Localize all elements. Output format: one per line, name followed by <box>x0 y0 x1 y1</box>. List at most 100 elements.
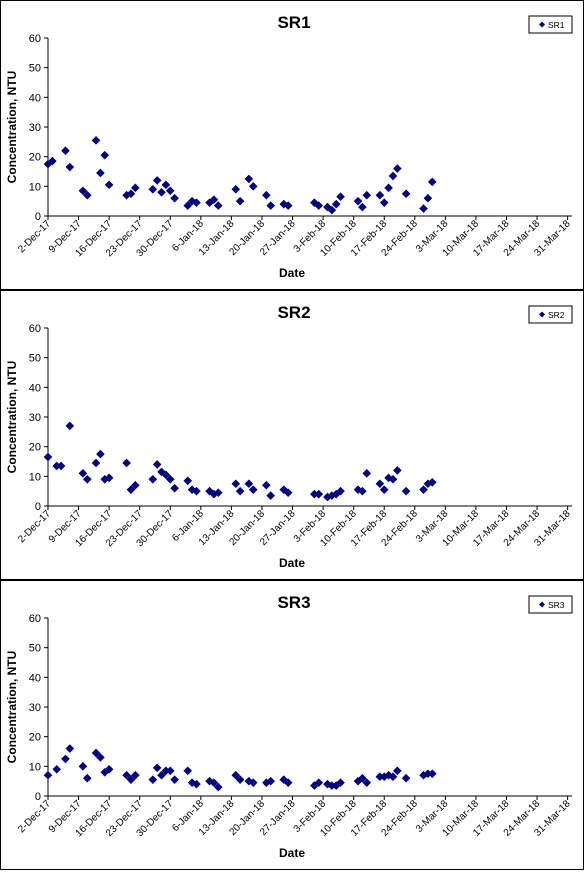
data-point <box>379 198 389 207</box>
data-point <box>209 195 219 204</box>
y-tick-label: 20 <box>29 442 41 454</box>
data-point <box>336 778 345 787</box>
data-point <box>388 474 398 484</box>
data-point <box>248 485 258 494</box>
y-axis-label: Concentration, NTU <box>5 71 19 184</box>
data-point <box>419 204 428 213</box>
data-point <box>209 778 219 787</box>
y-tick-label: 40 <box>29 672 41 684</box>
data-point <box>183 766 193 776</box>
data-point <box>231 184 241 194</box>
data-point <box>183 476 193 486</box>
chart-panel-sr1: SR1 0 10 20 30 40 50 60 2-Dec-17 9-Dec-17 16-Dec-1… <box>0 0 584 290</box>
data-point <box>152 763 162 773</box>
data-point <box>165 474 175 484</box>
data-point <box>152 460 162 469</box>
data-point <box>152 176 162 185</box>
legend-marker <box>539 311 545 318</box>
data-point <box>310 198 319 207</box>
y-tick-label: 50 <box>29 353 41 365</box>
x-axis-label: Date <box>279 266 305 280</box>
legend-label: SR3 <box>548 600 565 610</box>
chart-svg: SR101020304050602-Dec-179-Dec-1716-Dec-1… <box>5 13 573 280</box>
data-point <box>82 773 92 783</box>
data-point <box>65 162 75 172</box>
data-point <box>126 775 136 784</box>
data-point <box>388 171 398 181</box>
data-point <box>427 477 437 487</box>
y-tick-label: 10 <box>29 181 41 193</box>
data-point <box>131 770 140 780</box>
data-point <box>104 180 114 190</box>
data-point <box>353 196 363 206</box>
data-point <box>91 748 101 758</box>
y-tick-label: 10 <box>29 471 41 483</box>
y-tick-label: 30 <box>29 412 41 424</box>
data-point <box>122 458 131 468</box>
data-point <box>192 486 201 496</box>
y-tick-label: 60 <box>29 33 41 45</box>
data-point <box>78 186 88 196</box>
legend-label: SR1 <box>548 20 565 30</box>
y-tick-label: 40 <box>29 382 41 394</box>
data-point <box>393 466 402 475</box>
data-point <box>56 461 66 471</box>
data-point <box>231 479 241 489</box>
data-point <box>401 189 411 199</box>
data-point <box>419 485 428 494</box>
data-point <box>336 486 345 496</box>
data-point <box>148 775 158 784</box>
data-point <box>384 473 393 483</box>
data-point <box>157 770 166 780</box>
data-point <box>362 469 372 478</box>
data-point <box>213 201 223 210</box>
data-point <box>131 480 140 490</box>
data-point <box>213 488 223 497</box>
y-tick-label: 20 <box>29 732 41 744</box>
data-point <box>78 762 88 771</box>
data-point <box>279 199 289 209</box>
data-point <box>244 479 254 489</box>
y-tick-label: 0 <box>35 501 41 513</box>
data-point <box>183 201 193 210</box>
data-point <box>279 485 289 494</box>
data-point <box>336 192 345 202</box>
data-point <box>213 782 223 792</box>
data-point <box>235 486 245 496</box>
y-axis-label: Concentration, NTU <box>5 361 19 474</box>
data-point <box>126 485 136 494</box>
data-point <box>327 205 337 215</box>
data-point <box>262 190 271 200</box>
chart-title: SR1 <box>277 13 310 32</box>
legend-box <box>528 305 573 324</box>
x-axis-label: Date <box>279 556 305 570</box>
data-point <box>266 201 276 210</box>
chart-svg: SR301020304050602-Dec-179-Dec-1716-Dec-1… <box>5 593 573 860</box>
data-point <box>401 486 411 496</box>
y-tick-label: 30 <box>29 122 41 134</box>
data-point <box>82 190 92 200</box>
y-tick-label: 60 <box>29 613 41 625</box>
data-point <box>393 164 402 173</box>
data-point <box>235 775 245 784</box>
data-point <box>248 182 258 191</box>
y-axis-label: Concentration, NTU <box>5 651 19 764</box>
data-point <box>192 198 201 207</box>
y-tick-label: 40 <box>29 92 41 104</box>
data-point <box>283 778 293 787</box>
x-axis-label: Date <box>279 846 305 860</box>
data-point <box>362 190 372 200</box>
data-point <box>283 201 293 210</box>
data-point <box>65 744 75 753</box>
data-point <box>104 764 114 774</box>
data-point <box>126 189 136 199</box>
legend: SR1 <box>528 15 573 34</box>
data-point <box>384 183 393 193</box>
data-point <box>379 485 389 494</box>
data-point <box>388 772 398 782</box>
data-point <box>314 201 324 210</box>
data-point <box>192 779 201 789</box>
data-point <box>148 474 158 484</box>
data-point <box>157 187 166 197</box>
data-point <box>266 491 276 500</box>
